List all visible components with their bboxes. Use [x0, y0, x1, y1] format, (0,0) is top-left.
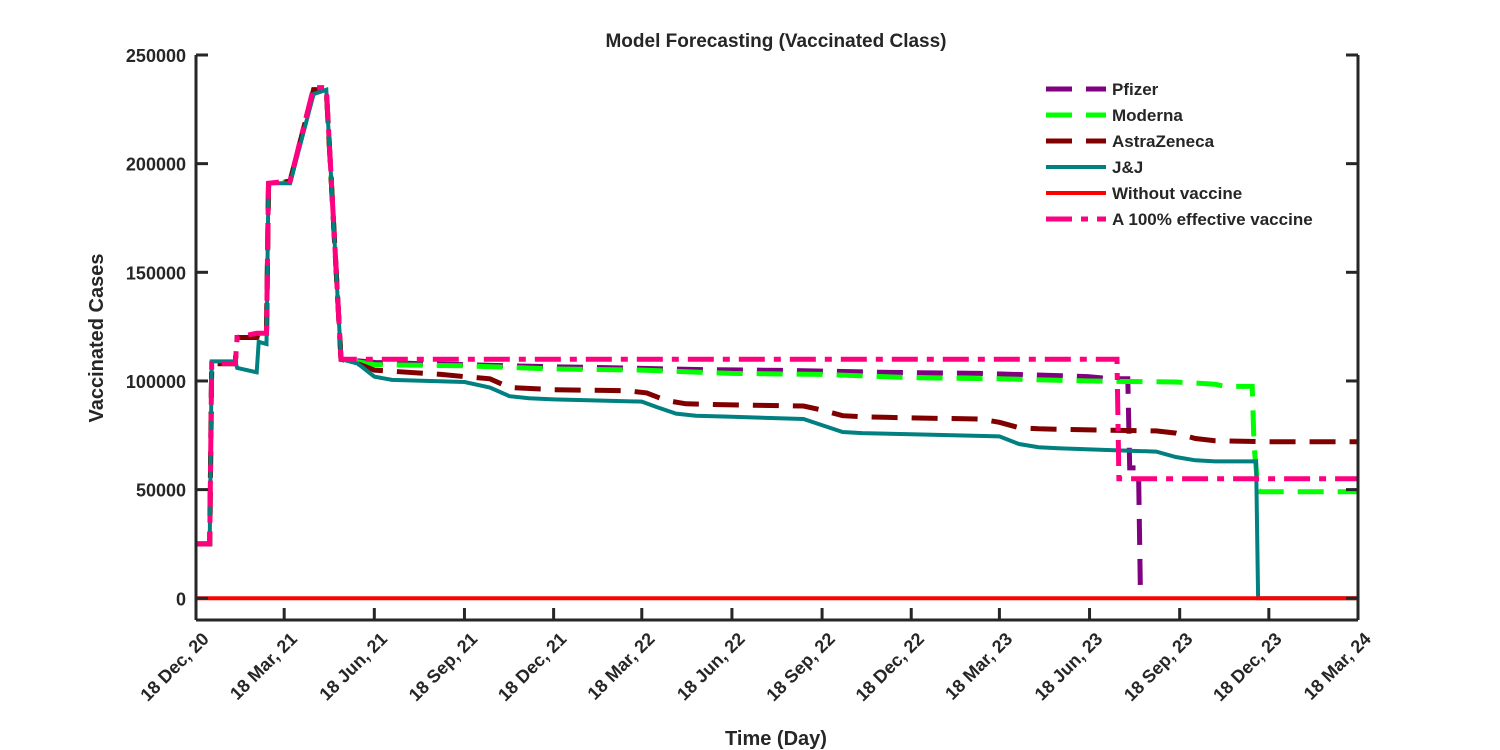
x-tick-label-3: 18 Sep, 21 — [405, 629, 481, 705]
x-tick-label-11: 18 Sep, 23 — [1120, 629, 1196, 705]
x-tick-label-4: 18 Dec, 21 — [494, 629, 570, 705]
x-tick-label-10: 18 Jun, 23 — [1031, 629, 1107, 705]
y-tick-label-4: 200000 — [126, 155, 186, 175]
y-tick-label-0: 0 — [176, 589, 186, 609]
x-axis-label: Time (Day) — [725, 728, 827, 750]
plot-background — [196, 55, 1358, 620]
legend-label-1: Moderna — [1112, 106, 1183, 125]
x-tick-label-12: 18 Dec, 23 — [1209, 629, 1285, 705]
x-tick-label-8: 18 Dec, 22 — [852, 629, 928, 705]
legend-label-4: Without vaccine — [1112, 184, 1242, 203]
y-tick-label-3: 150000 — [126, 263, 186, 283]
x-tick-label-0: 18 Dec, 20 — [136, 629, 212, 705]
plot-area — [196, 55, 1358, 620]
y-tick-label-5: 250000 — [126, 46, 186, 66]
series-line-2 — [196, 87, 1358, 547]
y-axis-label: Vaccinated Cases — [86, 254, 108, 423]
x-tick-label-5: 18 Mar, 22 — [584, 629, 659, 704]
x-tick-label-7: 18 Sep, 22 — [762, 629, 838, 705]
x-tick-label-1: 18 Mar, 21 — [226, 629, 301, 704]
legend-label-0: Pfizer — [1112, 80, 1159, 99]
y-tick-label-2: 100000 — [126, 372, 186, 392]
legend-label-3: J&J — [1112, 158, 1143, 177]
x-tick-label-2: 18 Jun, 21 — [315, 629, 391, 705]
legend: Pfizer Moderna AstraZeneca J&J Without vacci… — [1046, 80, 1313, 229]
legend-label-5: A 100% effective vaccine — [1112, 210, 1313, 229]
y-tick-label-1: 50000 — [136, 481, 186, 501]
series-line-3 — [196, 87, 1358, 601]
series-layer — [196, 85, 1358, 601]
chart-title: Model Forecasting (Vaccinated Class) — [605, 31, 946, 52]
x-tick-label-6: 18 Jun, 22 — [673, 629, 749, 705]
legend-label-2: AstraZeneca — [1112, 132, 1215, 151]
x-tick-label-9: 18 Mar, 23 — [941, 629, 1016, 704]
x-tick-label-13: 18 Mar, 24 — [1300, 629, 1375, 704]
series-line-5 — [196, 85, 1358, 547]
